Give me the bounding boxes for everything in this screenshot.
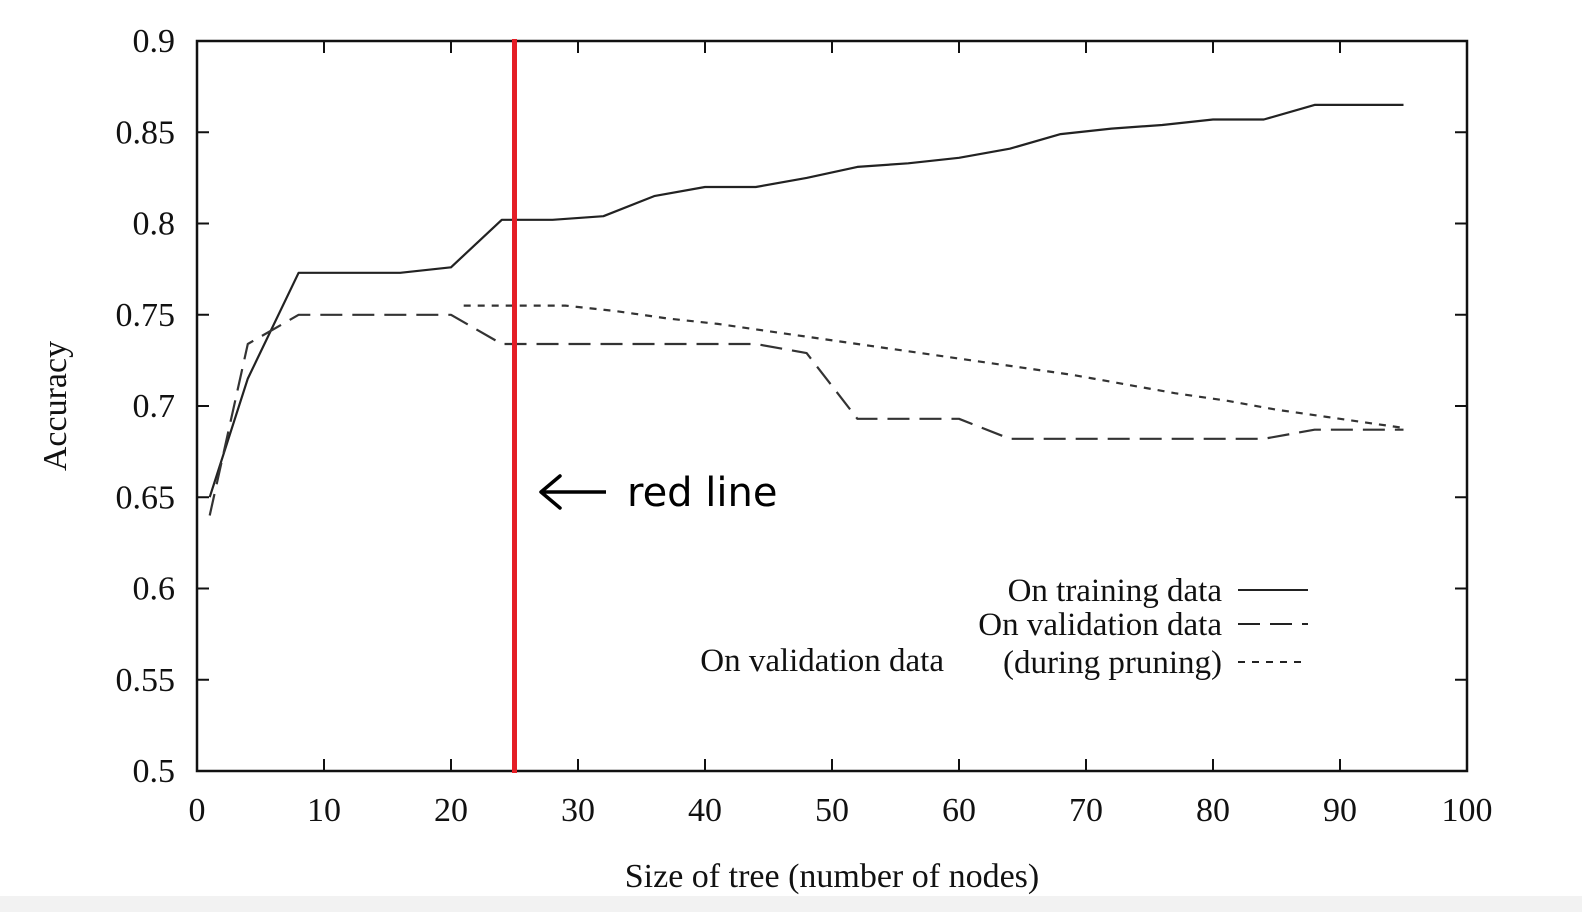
- x-tick-label: 50: [815, 792, 849, 829]
- y-tick-label: 0.6: [133, 571, 176, 608]
- x-tick-label: 70: [1069, 792, 1103, 829]
- series-line-dotted: [463, 304, 1404, 429]
- annotation-group: red line: [539, 470, 777, 516]
- ticks-group: 0 10 20 30 40 50 60 70 80 90 100 0.5 0.55 0.6 0.65 0.7 0…: [37, 23, 1493, 895]
- x-axis-title: Size of tree (number of nodes): [625, 858, 1039, 895]
- x-tick-label: 100: [1442, 792, 1493, 829]
- x-tick-label: 30: [561, 792, 595, 829]
- x-tick-label: 80: [1196, 792, 1230, 829]
- y-tick-label: 0.55: [116, 662, 176, 699]
- legend-label-right: (during pruning): [1003, 645, 1222, 681]
- y-axis-title: Accuracy: [37, 341, 74, 471]
- y-tick-label: 0.75: [116, 297, 176, 334]
- y-tick-label: 0.5: [133, 753, 176, 790]
- x-tick-label: 60: [942, 792, 976, 829]
- y-tick-label: 0.7: [133, 388, 176, 425]
- x-tick-label: 10: [307, 792, 341, 829]
- legend-label-left: On validation data: [700, 643, 944, 679]
- series-line-dashed: [208, 313, 1404, 516]
- y-tick-label: 0.9: [133, 23, 176, 60]
- series-group: [208, 103, 1404, 516]
- left-arrow-icon: [539, 474, 606, 510]
- annotation-label: red line: [627, 470, 777, 516]
- y-tick-label: 0.85: [116, 114, 176, 151]
- bottom-band: [0, 896, 1582, 912]
- x-tick-label: 20: [434, 792, 468, 829]
- legend-label: On training data: [1008, 573, 1223, 609]
- legend-label: On validation data: [978, 607, 1222, 643]
- x-tick-label: 0: [189, 792, 206, 829]
- y-tick-label: 0.8: [133, 206, 176, 243]
- series-line-solid: [208, 103, 1404, 498]
- y-tick-label: 0.65: [116, 479, 176, 516]
- x-tick-label: 40: [688, 792, 722, 829]
- x-tick-label: 90: [1323, 792, 1357, 829]
- arrow-head: [539, 474, 562, 510]
